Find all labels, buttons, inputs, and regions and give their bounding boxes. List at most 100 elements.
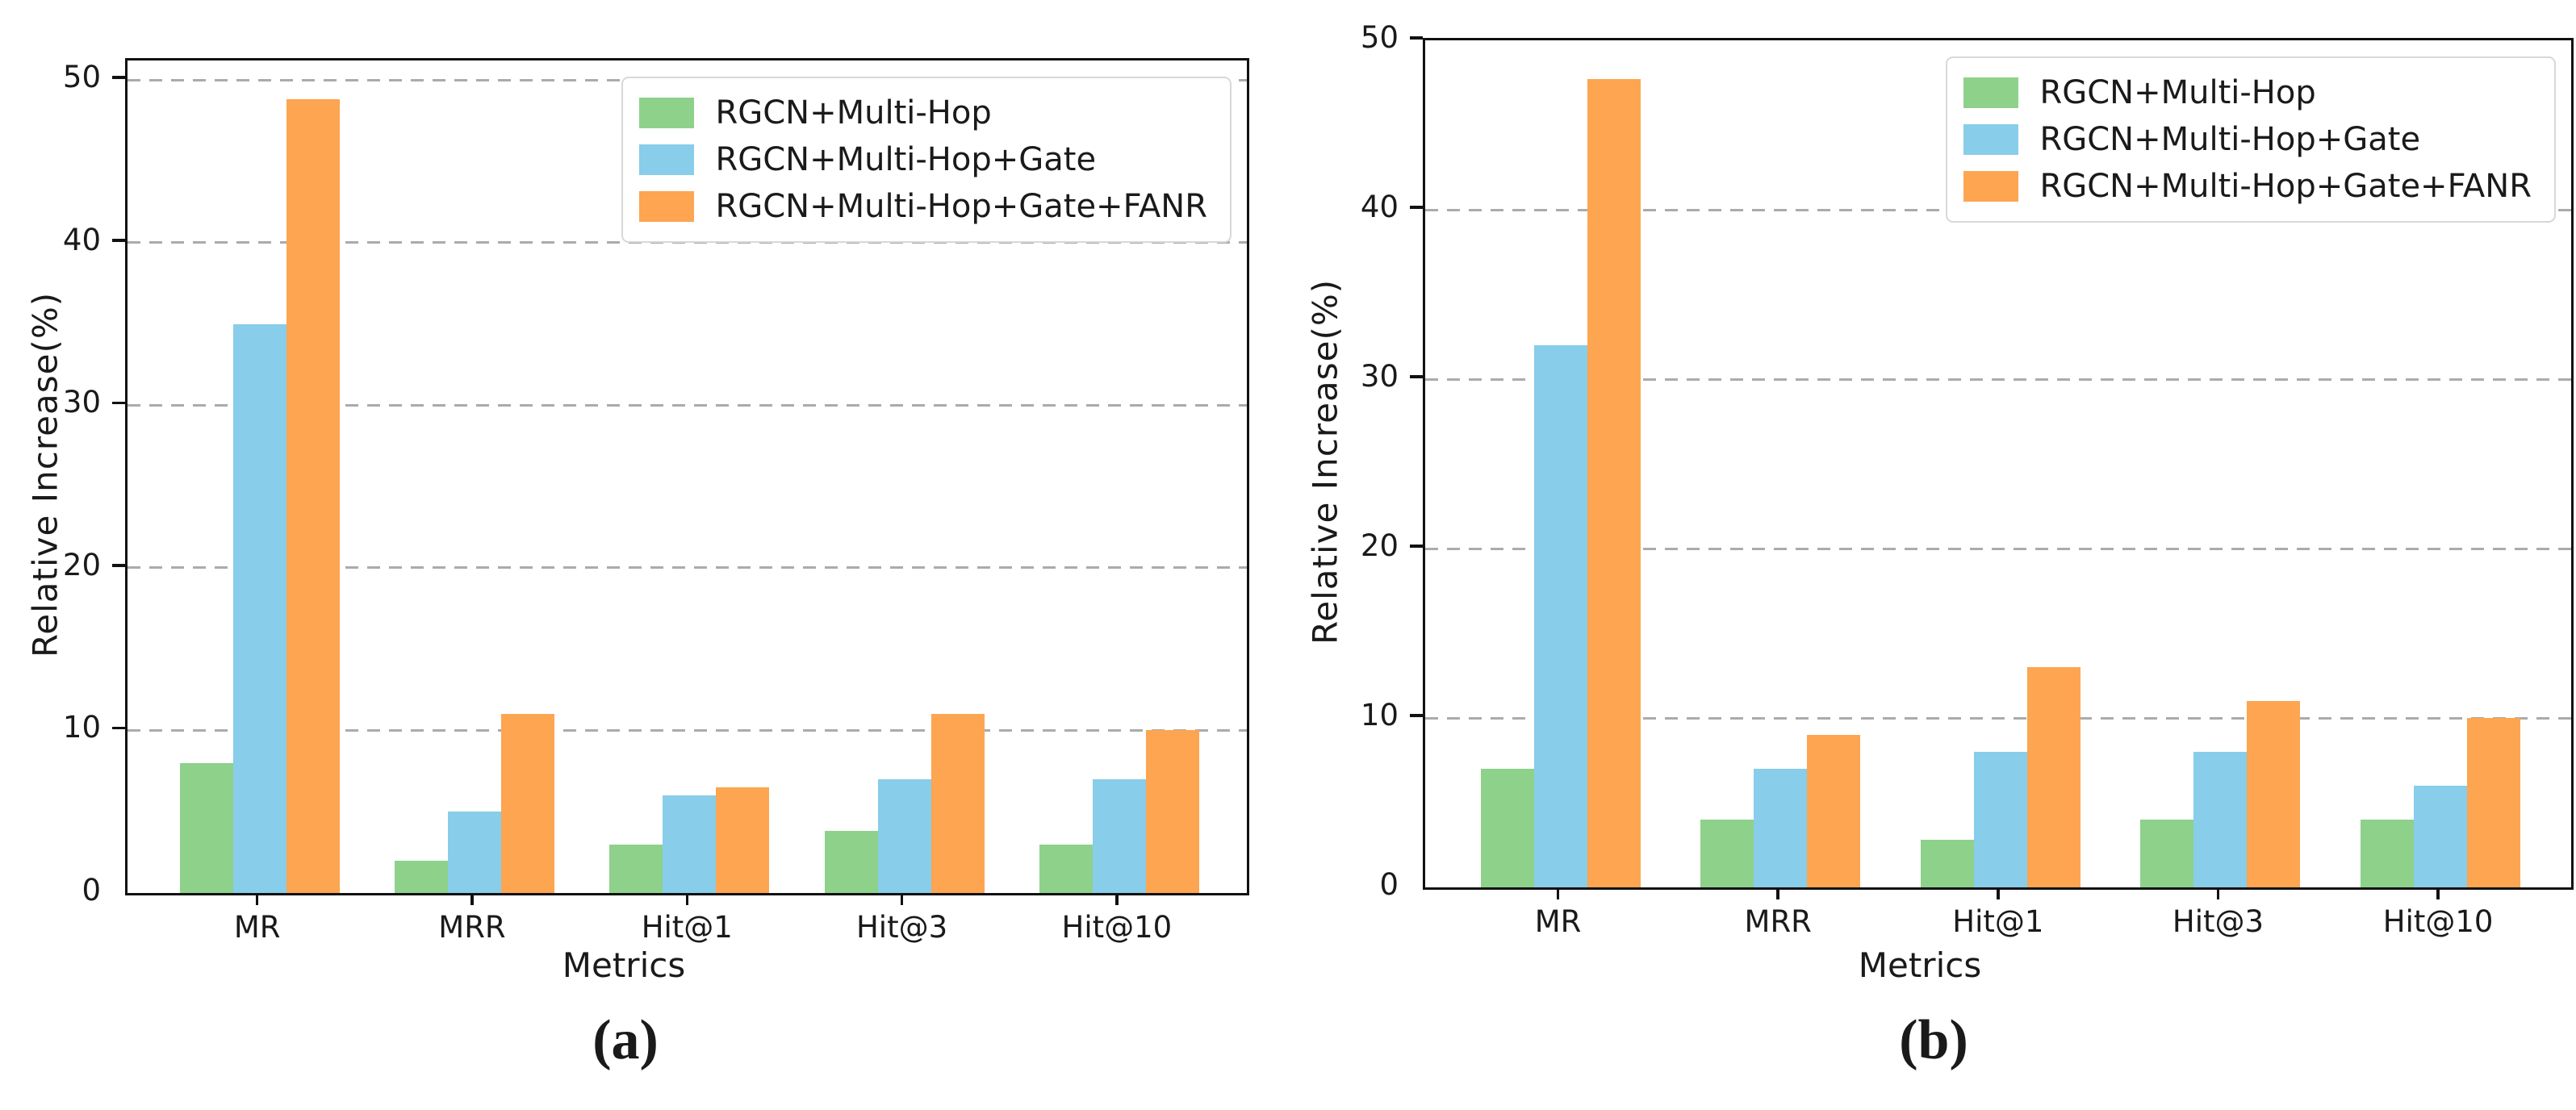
x-tick-mark-Hit@1	[1997, 887, 2000, 899]
x-tick-label-Hit@3: Hit@3	[855, 910, 948, 945]
x-tick-mark-Hit@3	[900, 893, 904, 905]
legend-label-2: RGCN+Multi-Hop+Gate	[715, 141, 1097, 178]
y-tick-mark-50	[112, 76, 125, 79]
bar-Hit@1-series3	[716, 787, 770, 893]
bar-group-Hit@10	[2361, 40, 2521, 887]
legend-swatch-3	[639, 191, 695, 222]
y-axis-label-a: Relative Increase(%)	[25, 291, 65, 657]
bar-group-MR	[179, 61, 340, 893]
legend-item-2: RGCN+Multi-Hop+Gate	[1963, 123, 2532, 156]
subfigure-a: Relative Increase(%) RGCN+Multi-Hop RGCN+…	[25, 58, 1249, 1071]
bar-Hit@10-series1	[1039, 844, 1093, 893]
x-tick-mark-MRR	[470, 893, 474, 905]
x-tick-mark-Hit@10	[1115, 893, 1119, 905]
bar-Hit@10-series3	[2467, 718, 2521, 887]
bar-MRR-series3	[500, 714, 554, 893]
x-tick-mark-Hit@10	[2436, 887, 2440, 899]
legend: RGCN+Multi-Hop RGCN+Multi-Hop+Gate RGCN+Mu…	[1946, 56, 2556, 223]
x-tick-mark-Hit@1	[685, 893, 689, 905]
bar-MR-series2	[1533, 345, 1587, 887]
y-tick-label-0: 0	[1379, 867, 1399, 902]
x-tick-label-Hit@3: Hit@3	[2172, 904, 2264, 939]
y-tick-mark-30	[112, 401, 125, 405]
y-tick-mark-40	[1410, 206, 1423, 209]
legend-item-3: RGCN+Multi-Hop+Gate+FANR	[1963, 169, 2532, 203]
bar-group-MRR	[394, 61, 554, 893]
bar-MRR-series2	[447, 812, 501, 893]
legend-swatch-1	[1963, 77, 2019, 108]
legend-item-2: RGCN+Multi-Hop+Gate	[639, 143, 1207, 177]
bar-MRR-series3	[1807, 735, 1861, 887]
y-axis-label-b: Relative Increase(%)	[1305, 278, 1345, 645]
y-tick-label-40: 40	[62, 222, 101, 257]
bar-Hit@3-series1	[2140, 820, 2194, 887]
x-axis-label-a: Metrics	[562, 945, 686, 985]
y-tick-mark-40	[112, 239, 125, 242]
y-tick-label-0: 0	[82, 873, 101, 908]
y-tick-mark-50	[1410, 36, 1423, 40]
gridline-30	[1425, 378, 2571, 381]
subfigure-b: Relative Increase(%) RGCN+Multi-Hop RGCN+…	[1288, 0, 2576, 1110]
bar-group-Hit@3	[824, 61, 985, 893]
x-tick-label-Hit@1: Hit@1	[641, 910, 733, 945]
legend-swatch-3	[1963, 171, 2019, 202]
gridline-20	[1425, 547, 2571, 550]
legend-item-1: RGCN+Multi-Hop	[639, 96, 1207, 130]
bar-group-MR	[1480, 40, 1641, 887]
x-tick-label-Hit@1: Hit@1	[1952, 904, 2044, 939]
x-tick-label-MR: MR	[1534, 904, 1582, 939]
y-tick-label-20: 20	[1360, 528, 1399, 563]
bar-Hit@1-series2	[663, 795, 717, 893]
x-tick-mark-MR	[255, 893, 259, 905]
bar-Hit@1-series3	[2026, 667, 2080, 887]
x-tick-label-MRR: MRR	[438, 910, 506, 945]
bar-Hit@10-series1	[2361, 820, 2415, 887]
plot-area-b: RGCN+Multi-Hop RGCN+Multi-Hop+Gate RGCN+Mu…	[1423, 38, 2574, 890]
legend-item-3: RGCN+Multi-Hop+Gate+FANR	[639, 190, 1207, 223]
bar-group-Hit@3	[2140, 40, 2301, 887]
x-tick-label-Hit@10: Hit@10	[2382, 904, 2494, 939]
legend-item-1: RGCN+Multi-Hop	[1963, 76, 2532, 110]
y-tick-label-20: 20	[62, 547, 101, 582]
bar-Hit@3-series1	[824, 831, 878, 893]
bar-group-Hit@10	[1039, 61, 1199, 893]
legend-label-2: RGCN+Multi-Hop+Gate	[2039, 121, 2421, 158]
legend-label-3: RGCN+Multi-Hop+Gate+FANR	[715, 188, 1207, 225]
y-tick-label-30: 30	[62, 385, 101, 420]
bar-MRR-series2	[1754, 769, 1808, 887]
subfigure-caption-b: (b)	[1899, 1009, 1968, 1071]
x-tick-label-MR: MR	[233, 910, 281, 945]
bar-Hit@10-series2	[1092, 778, 1146, 893]
y-tick-mark-20	[1410, 545, 1423, 548]
y-tick-label-30: 30	[1360, 359, 1399, 394]
gridline-10	[128, 728, 1247, 732]
y-tick-label-10: 10	[62, 710, 101, 745]
legend-label-3: RGCN+Multi-Hop+Gate+FANR	[2039, 168, 2532, 205]
bar-MRR-series1	[1700, 820, 1754, 887]
legend-label-1: RGCN+Multi-Hop	[2039, 74, 2316, 111]
bar-group-Hit@1	[609, 61, 770, 893]
bar-MR-series3	[1587, 79, 1641, 887]
plot-area-a: RGCN+Multi-Hop RGCN+Multi-Hop+Gate RGCN+Mu…	[125, 58, 1249, 895]
bar-Hit@1-series2	[1973, 752, 2027, 887]
legend-swatch-2	[1963, 124, 2019, 155]
x-tick-mark-Hit@3	[2216, 887, 2220, 899]
bar-MR-series1	[1480, 769, 1534, 887]
y-tick-mark-30	[1410, 375, 1423, 378]
bar-Hit@10-series2	[2414, 786, 2468, 887]
gridline-10	[1425, 716, 2571, 720]
legend-swatch-1	[639, 98, 695, 128]
bar-Hit@1-series1	[609, 844, 663, 893]
legend: RGCN+Multi-Hop RGCN+Multi-Hop+Gate RGCN+Mu…	[621, 77, 1232, 243]
legend-label-1: RGCN+Multi-Hop	[715, 94, 992, 131]
y-tick-mark-10	[112, 726, 125, 730]
y-tick-label-50: 50	[62, 60, 101, 95]
bar-MR-series1	[179, 762, 233, 893]
x-tick-label-Hit@10: Hit@10	[1061, 910, 1173, 945]
y-tick-mark-20	[112, 564, 125, 567]
y-tick-label-40: 40	[1360, 190, 1399, 224]
x-tick-label-MRR: MRR	[1744, 904, 1812, 939]
bar-Hit@3-series2	[2193, 752, 2248, 887]
bar-group-MRR	[1700, 40, 1861, 887]
